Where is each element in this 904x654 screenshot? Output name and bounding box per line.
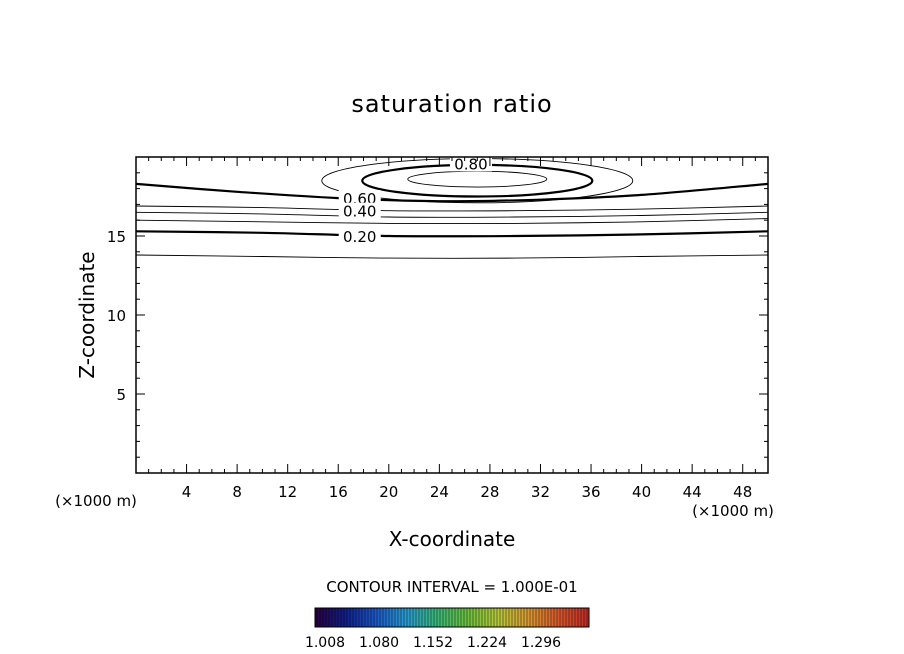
x-tick-label: 20 (379, 483, 398, 501)
y-tick-label: 15 (107, 228, 126, 246)
plot-frame (135, 156, 769, 474)
contour-label: 0.80 (454, 155, 487, 173)
contour-label: 0.20 (343, 228, 376, 246)
colorbar-tick-label: 1.224 (467, 635, 507, 651)
contour-interval: CONTOUR INTERVAL = 1.000E-01 (326, 578, 577, 596)
x-tick-label: 8 (232, 483, 242, 501)
x-tick-label: 16 (329, 483, 348, 501)
x-tick-label: 28 (480, 483, 499, 501)
x-tick-label: 36 (581, 483, 600, 501)
x-axis-label: X-coordinate (389, 527, 516, 551)
contour-closed (407, 170, 548, 188)
contour-line (136, 211, 768, 218)
contour-label: 0.40 (343, 203, 376, 221)
colorbar-tick-label: 1.152 (413, 635, 453, 651)
contour-line (136, 254, 768, 259)
chart-title: saturation ratio (351, 90, 552, 118)
contour-lines (136, 158, 768, 259)
contour-label-bg (338, 190, 381, 207)
y-tick-label: 5 (116, 386, 126, 404)
colorbar-tick-label: 1.008 (305, 635, 345, 651)
contour-line (136, 182, 768, 203)
colorbar-frame (314, 607, 590, 628)
contour-line (136, 230, 768, 238)
colorbar-labels: 1.008 1.080 1.152 1.224 1.296 (305, 635, 561, 651)
x-tick-label: 48 (733, 483, 752, 501)
contour-line (136, 218, 768, 224)
colorbar-fill (315, 608, 589, 627)
contour-line (136, 205, 768, 212)
x-tick-label: 4 (182, 483, 192, 501)
x-tick-label: 12 (278, 483, 297, 501)
x-tick-label: 24 (430, 483, 449, 501)
x-tick-label: 40 (632, 483, 651, 501)
colorbar-tick-label: 1.080 (359, 635, 399, 651)
colorbar-tick-label: 1.296 (521, 635, 561, 651)
contour-label-bg (449, 155, 492, 172)
y-axis-label: Z-coordinate (75, 251, 99, 378)
y-tick-label: 10 (107, 307, 126, 325)
x-tick-label: 32 (531, 483, 550, 501)
x-unit-right: (×1000 m) (692, 502, 774, 520)
x-tick-label: 44 (683, 483, 702, 501)
colorbar-stripes (316, 608, 588, 627)
x-unit-left: (×1000 m) (55, 492, 137, 510)
contour-label-bg (338, 228, 381, 244)
colorbar: 1.008 1.080 1.152 1.224 1.296 (305, 607, 590, 651)
contour-labels: 0.800.600.400.20 (338, 155, 492, 246)
contour-label-bg (338, 202, 381, 219)
